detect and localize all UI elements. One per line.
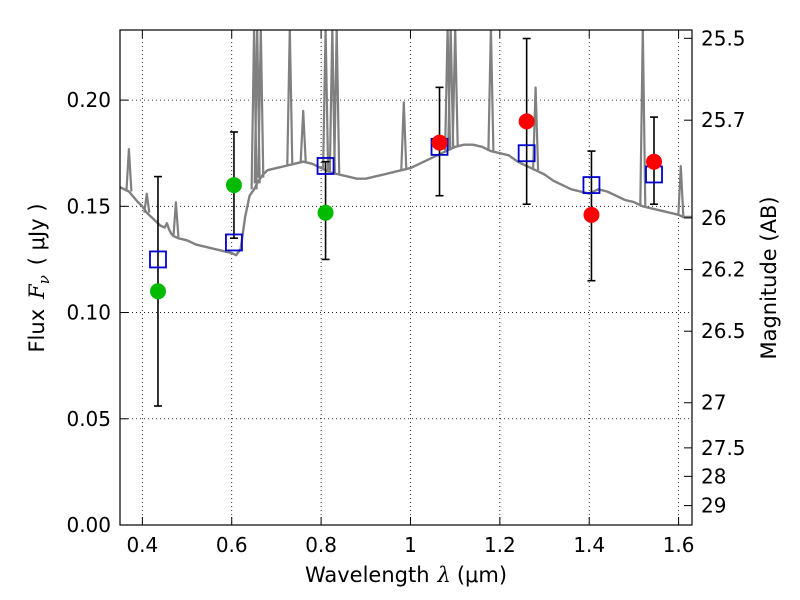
y-tick-label: 0.20 xyxy=(66,88,111,112)
data-point-marker xyxy=(225,177,242,194)
y-tick-label: 0.10 xyxy=(66,301,111,325)
y-axis-label-unit: ( μJy ) xyxy=(25,203,49,265)
data-point-marker xyxy=(431,134,448,151)
y-axis-label-symbol: F xyxy=(25,283,49,300)
data-point-marker xyxy=(646,153,663,170)
emission-line-spike xyxy=(532,86,540,171)
y2-tick-label: 27.5 xyxy=(701,436,746,460)
x-axis-label: Wavelength λ (μm) xyxy=(305,563,507,587)
x-tick-label: 0.4 xyxy=(126,533,158,557)
emission-line-spike xyxy=(286,30,294,165)
x-axis-label-unit: (μm) xyxy=(457,563,507,587)
emission-line-spike xyxy=(143,192,151,213)
y-axis-label-subscript: ν xyxy=(35,275,53,284)
emission-line-spike xyxy=(447,30,455,150)
y2-tick-label: 25.5 xyxy=(701,26,746,50)
emission-line-spike xyxy=(299,109,307,162)
y2-tick-label: 26 xyxy=(701,206,726,230)
emission-line-spike xyxy=(322,30,330,171)
emission-line-spike xyxy=(639,30,647,207)
data-point-marker xyxy=(149,283,166,300)
emission-line-spike xyxy=(257,30,265,178)
x-tick-label: 1.6 xyxy=(663,533,695,557)
data-point-marker xyxy=(317,204,334,221)
emission-line-spike xyxy=(400,101,408,170)
y2-axis-label: Magnitude (AB) xyxy=(757,196,781,359)
model-square-marker xyxy=(517,144,536,163)
y2-tick-label: 28 xyxy=(701,464,726,488)
model-square-marker xyxy=(582,176,601,194)
emission-line-spike xyxy=(125,148,133,192)
data-point-marker xyxy=(583,206,600,223)
y2-tick-label: 26.2 xyxy=(701,258,746,282)
y-tick-label: 0.15 xyxy=(66,194,111,218)
y-tick-label: 0.00 xyxy=(66,513,111,537)
model-square-marker xyxy=(225,233,243,252)
x-tick-label: 0.6 xyxy=(216,533,248,557)
emission-line-spike xyxy=(451,30,459,147)
x-axis-label-symbol: λ xyxy=(437,563,451,587)
x-tick-label: 1.2 xyxy=(484,533,516,557)
y-axis-label-text: Flux xyxy=(25,309,49,353)
plot-frame xyxy=(119,29,693,526)
ticks: 0.4 0.6 0.8 1 1.2 1.4 1.6 0.00 0.05 0.10 0.15 0.20 2… xyxy=(66,26,745,557)
model-square-marker xyxy=(316,157,335,175)
y2-tick-label: 29 xyxy=(701,494,726,518)
y2-tick-label: 27 xyxy=(701,391,726,415)
y-axis-label: Flux Fν ( μJy ) xyxy=(25,203,53,352)
x-tick-label: 1 xyxy=(404,533,417,557)
x-axis-label-text: Wavelength xyxy=(305,563,430,587)
emission-line-spike xyxy=(172,201,180,238)
emission-line-spike xyxy=(677,165,685,216)
data-point-marker xyxy=(518,113,535,130)
y-tick-label: 0.05 xyxy=(66,407,111,431)
spectrum-layer xyxy=(120,30,692,257)
x-tick-label: 1.4 xyxy=(573,533,605,557)
model-square-marker xyxy=(149,250,167,269)
y2-tick-label: 25.7 xyxy=(701,108,746,132)
marker-layer xyxy=(149,113,663,300)
y2-tick-label: 26.5 xyxy=(701,319,746,343)
x-tick-label: 0.8 xyxy=(305,533,337,557)
emission-line-spike xyxy=(333,30,341,174)
emission-line-spike xyxy=(487,30,495,152)
